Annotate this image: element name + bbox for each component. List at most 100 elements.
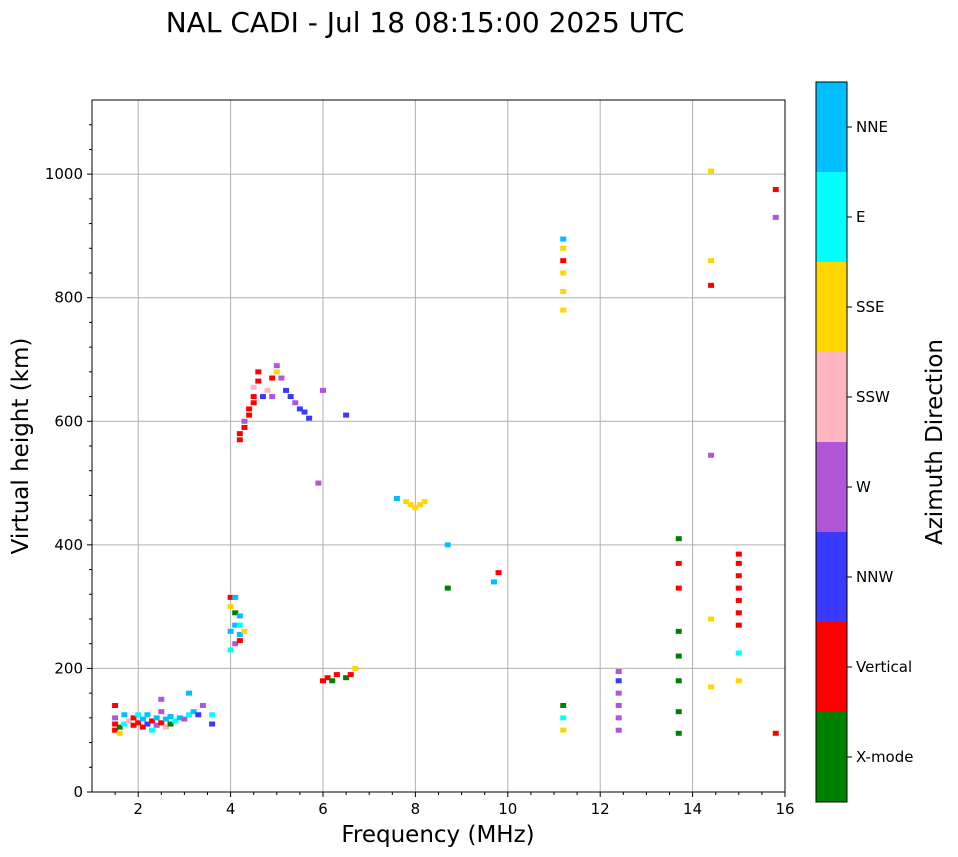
echo-point xyxy=(495,570,502,576)
echo-point xyxy=(273,363,280,369)
colorbar-tick-label: SSE xyxy=(856,298,885,316)
echo-point xyxy=(675,560,682,566)
echo-point xyxy=(236,613,243,619)
echo-point xyxy=(112,727,119,733)
echo-point xyxy=(675,678,682,684)
echo-point xyxy=(560,270,567,276)
echo-point xyxy=(250,384,257,390)
echo-point xyxy=(176,715,183,721)
echo-point xyxy=(232,594,239,600)
echo-point xyxy=(560,245,567,251)
echo-point xyxy=(343,412,350,418)
echo-point xyxy=(708,616,715,622)
x-tick-label: 8 xyxy=(411,800,421,818)
echo-point xyxy=(149,718,156,724)
x-tick-label: 12 xyxy=(591,800,610,818)
echo-point xyxy=(246,406,253,412)
echo-point xyxy=(135,712,142,718)
echo-point xyxy=(209,712,216,718)
echo-point xyxy=(236,431,243,437)
echo-point xyxy=(236,631,243,637)
echo-point xyxy=(250,394,257,400)
echo-point xyxy=(153,715,160,721)
echo-point xyxy=(232,641,239,647)
echo-point xyxy=(227,604,234,610)
echo-point xyxy=(708,282,715,288)
y-tick-label: 0 xyxy=(73,783,83,801)
echo-point xyxy=(158,720,165,726)
x-axis-label: Frequency (MHz) xyxy=(341,822,534,848)
echo-point xyxy=(735,650,742,656)
echo-point xyxy=(615,669,622,675)
echo-point xyxy=(158,709,165,715)
x-tick-label: 2 xyxy=(133,800,143,818)
echo-point xyxy=(116,730,123,736)
echo-point xyxy=(615,690,622,696)
x-axis: 2 4 6 8 10 12 14 16 xyxy=(114,792,795,818)
echo-point xyxy=(560,727,567,733)
x-tick-label: 6 xyxy=(318,800,328,818)
echo-point xyxy=(167,714,174,720)
colorbar-segment xyxy=(816,442,847,532)
echo-point xyxy=(675,653,682,659)
echo-point xyxy=(615,678,622,684)
plot-frame xyxy=(91,99,786,793)
data-points xyxy=(112,168,779,736)
echo-point xyxy=(199,703,206,708)
y-tick-label: 1000 xyxy=(45,165,83,183)
echo-point xyxy=(227,647,234,653)
echo-point xyxy=(278,375,285,381)
echo-point xyxy=(273,369,280,375)
echo-point xyxy=(560,715,567,721)
echo-point xyxy=(320,678,326,684)
echo-point xyxy=(560,236,567,242)
echo-point xyxy=(162,716,169,722)
echo-point xyxy=(675,536,682,542)
echo-point xyxy=(259,394,266,400)
echo-point xyxy=(735,585,742,591)
colorbar-tick-label: W xyxy=(856,478,871,496)
echo-point xyxy=(144,712,151,718)
echo-point xyxy=(407,502,414,508)
echo-point xyxy=(139,724,146,730)
echo-point xyxy=(615,727,622,733)
echo-point xyxy=(301,409,308,415)
colorbar-tick-label: E xyxy=(856,208,865,226)
echo-point xyxy=(296,406,303,412)
echo-point xyxy=(708,168,715,174)
y-tick-label: 800 xyxy=(54,289,83,307)
colorbar-tick-label: X-mode xyxy=(856,748,913,766)
colorbar-tick-label: SSW xyxy=(856,388,890,406)
echo-point xyxy=(675,730,682,736)
colorbar-tick-label: Vertical xyxy=(856,658,912,676)
echo-point xyxy=(255,369,262,375)
echo-point xyxy=(162,724,169,730)
colorbar-segment xyxy=(816,82,847,172)
echo-point xyxy=(708,452,715,458)
echo-point xyxy=(250,400,257,406)
echo-point xyxy=(130,722,137,728)
echo-point xyxy=(116,724,123,730)
echo-point xyxy=(412,505,419,511)
y-axis-label: Virtual height (km) xyxy=(8,338,34,555)
colorbar-label: Azimuth Direction xyxy=(922,339,948,545)
echo-point xyxy=(315,480,322,486)
echo-point xyxy=(139,716,146,722)
echo-point xyxy=(421,499,428,505)
echo-point xyxy=(772,730,779,736)
colorbar-segment xyxy=(816,712,847,802)
echo-point xyxy=(227,628,234,634)
echo-point xyxy=(333,672,340,678)
echo-point xyxy=(236,437,243,443)
echo-point xyxy=(241,628,248,634)
echo-point xyxy=(195,712,202,718)
echo-point xyxy=(246,412,253,418)
echo-point xyxy=(292,400,299,406)
echo-point xyxy=(735,560,742,566)
echo-point xyxy=(444,542,451,548)
echo-point xyxy=(343,675,350,681)
echo-point xyxy=(560,258,567,264)
echo-point xyxy=(735,551,742,557)
echo-point xyxy=(121,712,128,718)
